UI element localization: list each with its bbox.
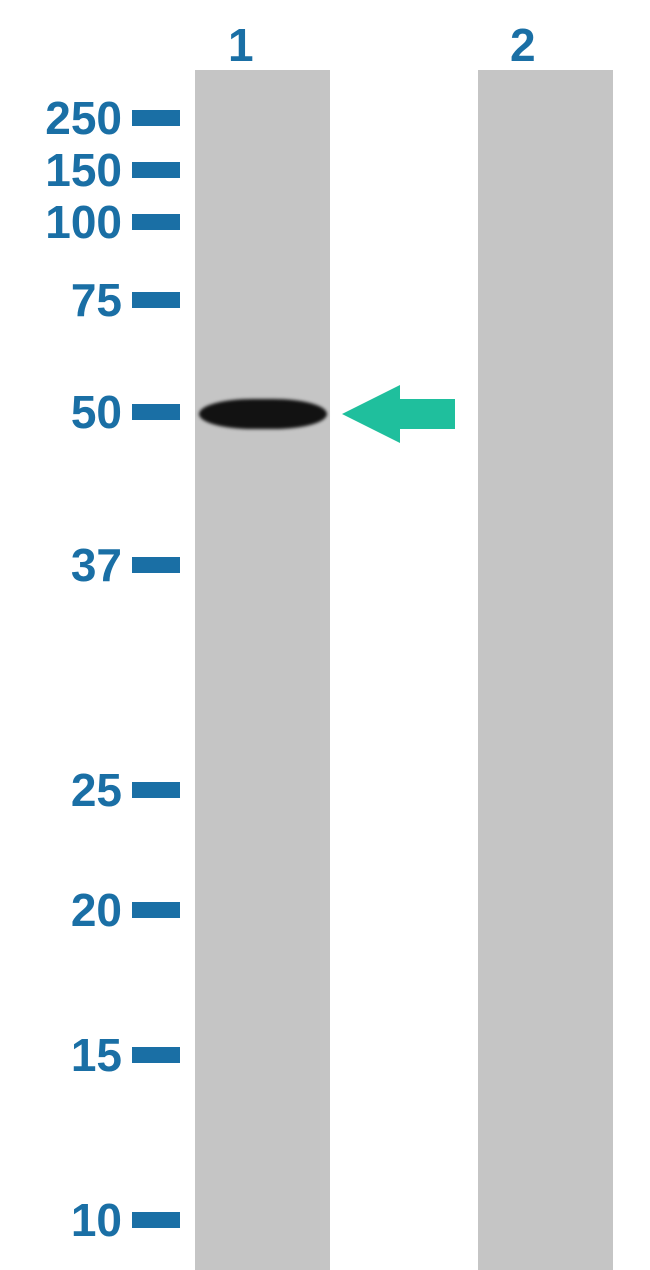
band-indicator-arrow: [342, 385, 455, 443]
marker-label-37: 37: [71, 538, 122, 592]
lane-1: [195, 70, 330, 1270]
lane-header-1: 1: [228, 18, 254, 72]
marker-label-150: 150: [45, 143, 122, 197]
marker-tick-37: [132, 557, 180, 573]
marker-tick-250: [132, 110, 180, 126]
lane-header-2: 2: [510, 18, 536, 72]
lane1-band-0: [199, 399, 327, 429]
western-blot-figure: 1 2 250150100 75 50 37 25 20 15 10: [0, 0, 650, 1270]
marker-label-250: 250: [45, 91, 122, 145]
marker-tick-10: [132, 1212, 180, 1228]
arrow-head-icon: [342, 385, 400, 443]
marker-tick-20: [132, 902, 180, 918]
marker-tick-25: [132, 782, 180, 798]
arrow-shaft: [400, 399, 455, 429]
marker-label-15: 15: [71, 1028, 122, 1082]
marker-tick-15: [132, 1047, 180, 1063]
marker-label-100: 100: [45, 195, 122, 249]
marker-tick-100: [132, 214, 180, 230]
marker-label-75: 75: [71, 273, 122, 327]
marker-tick-75: [132, 292, 180, 308]
lane-2: [478, 70, 613, 1270]
marker-tick-50: [132, 404, 180, 420]
marker-label-50: 50: [71, 385, 122, 439]
marker-label-10: 10: [71, 1193, 122, 1247]
marker-label-20: 20: [71, 883, 122, 937]
marker-tick-150: [132, 162, 180, 178]
marker-label-25: 25: [71, 763, 122, 817]
